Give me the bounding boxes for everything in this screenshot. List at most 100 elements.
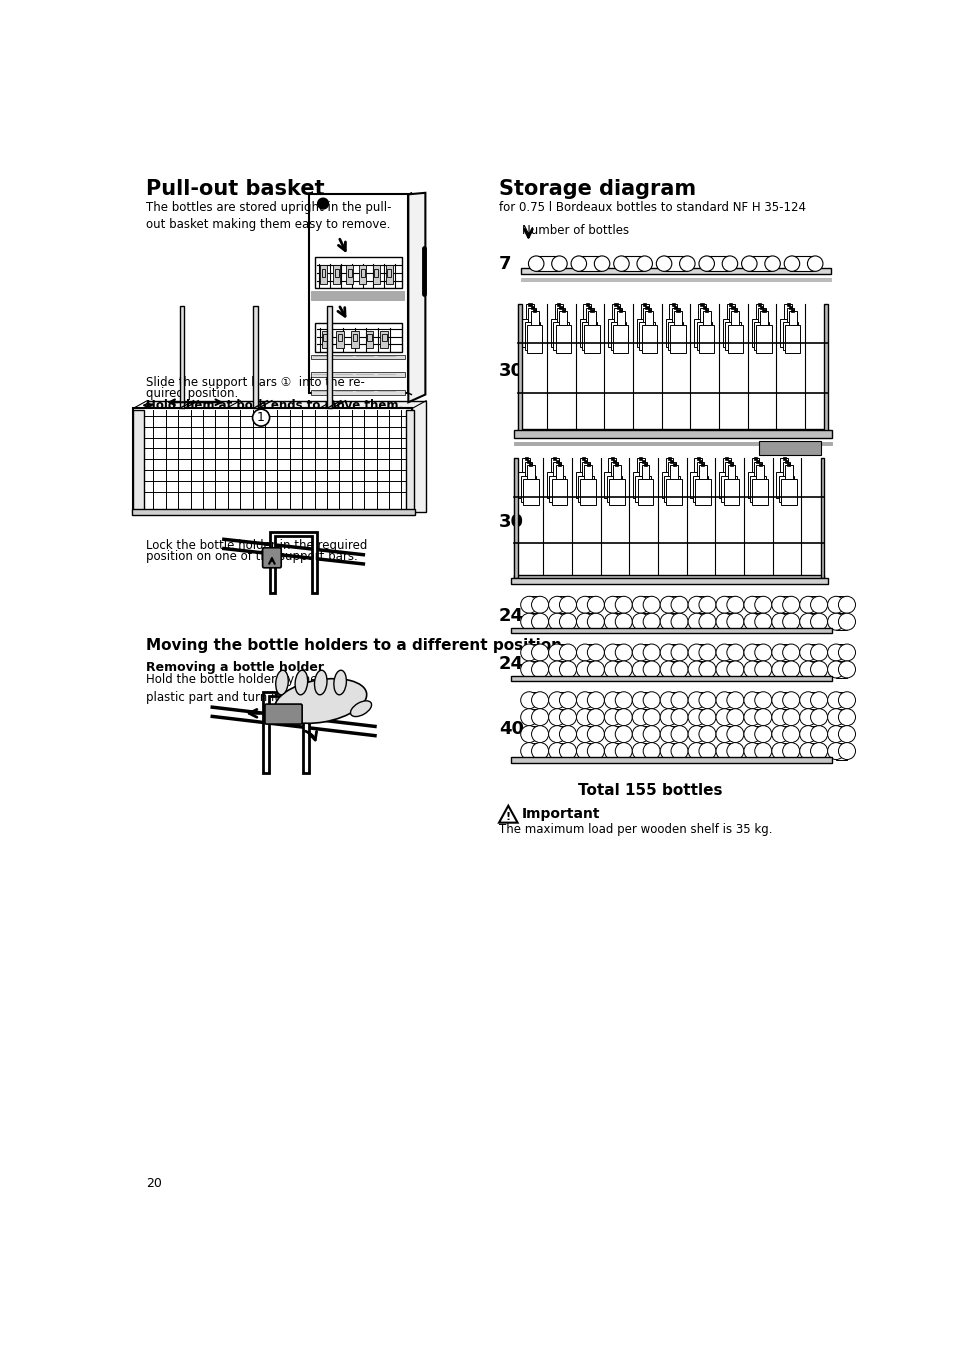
Ellipse shape <box>743 613 760 630</box>
Bar <box>699 464 706 479</box>
Bar <box>517 472 534 498</box>
Ellipse shape <box>771 726 788 743</box>
Bar <box>319 265 327 285</box>
Bar <box>321 269 325 277</box>
Bar <box>752 726 762 743</box>
Bar <box>696 613 707 630</box>
Ellipse shape <box>743 709 760 726</box>
Ellipse shape <box>531 691 548 709</box>
Ellipse shape <box>604 709 620 726</box>
Bar <box>600 261 607 267</box>
Bar <box>633 472 648 498</box>
Ellipse shape <box>810 709 827 726</box>
Bar <box>309 194 408 393</box>
Bar <box>584 709 596 726</box>
Ellipse shape <box>520 613 537 630</box>
Ellipse shape <box>810 644 827 662</box>
Bar <box>510 757 831 763</box>
Bar <box>731 306 734 309</box>
Bar <box>584 613 596 630</box>
Bar <box>645 310 653 325</box>
Bar <box>640 662 651 678</box>
Bar <box>752 644 762 662</box>
Bar <box>781 456 785 460</box>
Ellipse shape <box>799 743 816 760</box>
Ellipse shape <box>838 691 855 709</box>
Bar <box>606 475 621 502</box>
Text: quired position.: quired position. <box>146 387 238 400</box>
Bar <box>526 325 542 352</box>
Bar <box>671 302 674 306</box>
Bar <box>584 662 596 678</box>
Ellipse shape <box>799 691 816 709</box>
Bar <box>373 265 379 285</box>
Bar <box>751 459 759 472</box>
Bar <box>835 597 846 613</box>
Bar <box>727 464 735 479</box>
Ellipse shape <box>558 597 576 613</box>
Bar <box>700 463 703 466</box>
Ellipse shape <box>781 644 799 662</box>
Ellipse shape <box>642 597 659 613</box>
Bar <box>671 308 679 323</box>
Ellipse shape <box>659 709 677 726</box>
Ellipse shape <box>799 613 816 630</box>
Bar <box>581 323 597 350</box>
Bar <box>585 308 593 323</box>
Ellipse shape <box>687 709 704 726</box>
Bar <box>645 306 648 309</box>
Ellipse shape <box>687 743 704 760</box>
Bar <box>728 308 736 323</box>
Bar <box>604 472 619 498</box>
Ellipse shape <box>771 662 788 678</box>
Bar <box>695 479 710 505</box>
Bar <box>780 709 790 726</box>
Bar <box>760 310 767 325</box>
Ellipse shape <box>548 613 565 630</box>
Bar <box>337 335 342 342</box>
Text: Number of bottles: Number of bottles <box>521 224 629 236</box>
Bar <box>353 335 356 342</box>
Ellipse shape <box>670 613 687 630</box>
Bar <box>579 319 595 347</box>
Bar <box>780 662 790 678</box>
Bar <box>670 325 685 352</box>
Bar <box>790 309 794 312</box>
Bar <box>771 261 778 267</box>
Bar <box>643 463 646 466</box>
Bar <box>529 726 539 743</box>
Bar <box>696 323 711 350</box>
Bar <box>668 726 679 743</box>
Bar <box>133 410 144 513</box>
Ellipse shape <box>743 726 760 743</box>
Bar <box>696 691 707 709</box>
Bar <box>385 265 393 285</box>
Ellipse shape <box>670 691 687 709</box>
Bar <box>530 306 534 309</box>
Bar <box>755 305 762 319</box>
Ellipse shape <box>551 256 567 271</box>
Bar <box>584 726 596 743</box>
Ellipse shape <box>827 726 843 743</box>
Ellipse shape <box>576 644 593 662</box>
Ellipse shape <box>699 743 716 760</box>
Ellipse shape <box>754 597 771 613</box>
Ellipse shape <box>771 613 788 630</box>
Ellipse shape <box>827 662 843 678</box>
Bar <box>529 662 539 678</box>
Bar <box>780 613 790 630</box>
Bar <box>323 335 328 342</box>
Polygon shape <box>270 532 316 593</box>
Ellipse shape <box>743 644 760 662</box>
Bar <box>584 644 596 662</box>
Text: for 0.75 l Bordeaux bottles to standard NF H 35-124: for 0.75 l Bordeaux bottles to standard … <box>498 201 805 213</box>
Ellipse shape <box>827 597 843 613</box>
Bar <box>731 310 739 325</box>
Bar <box>529 613 539 630</box>
Ellipse shape <box>659 726 677 743</box>
Ellipse shape <box>615 644 632 662</box>
Bar <box>374 269 377 277</box>
Bar <box>814 261 820 267</box>
Bar <box>557 691 567 709</box>
Ellipse shape <box>576 726 593 743</box>
